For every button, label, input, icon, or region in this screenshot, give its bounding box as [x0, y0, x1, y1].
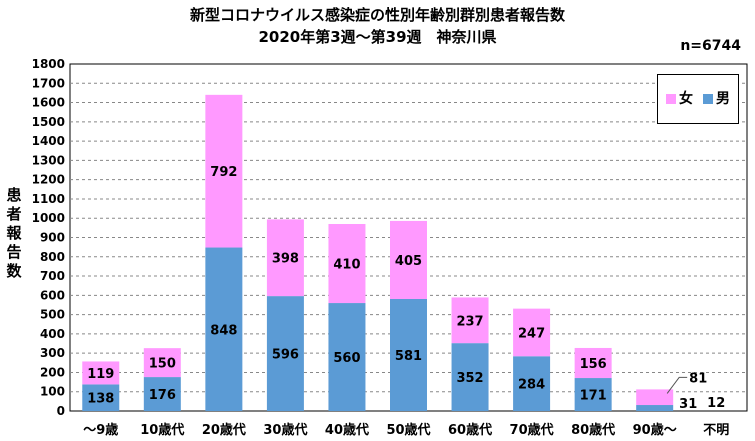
- data-label-male: 31: [679, 397, 697, 412]
- bar-female: [636, 389, 674, 406]
- bar-female: [143, 348, 181, 378]
- x-tick-label: 60歳代: [448, 422, 492, 438]
- y-tick-label: 900: [40, 231, 65, 245]
- y-tick-label: 700: [40, 269, 65, 283]
- chart-title: 新型コロナウイルス感染症の性別年齢別群別患者報告数: [189, 6, 565, 24]
- y-tick-label: 0: [57, 404, 65, 418]
- data-label-female: 81: [689, 371, 707, 386]
- bar-male: [82, 384, 120, 411]
- data-label-female: 792: [210, 165, 237, 180]
- y-axis-label: 患者報告数: [6, 186, 22, 280]
- y-tick-label: 400: [40, 327, 65, 341]
- data-label-female: 410: [333, 258, 360, 273]
- data-label-male: 581: [395, 349, 422, 364]
- data-label-female: 405: [395, 254, 422, 269]
- bar-male: [143, 377, 181, 411]
- y-tick-label: 1700: [32, 76, 65, 90]
- y-tick-label: 500: [40, 308, 65, 322]
- y-tick-label: 1300: [32, 153, 65, 167]
- y-tick-label: 1800: [32, 57, 65, 71]
- bar-female: [205, 94, 243, 248]
- bar-male: [451, 343, 489, 411]
- data-label-male: 138: [87, 392, 114, 407]
- data-label-male: 560: [333, 351, 360, 366]
- legend-swatch-female: [666, 94, 676, 104]
- bar-male: [266, 296, 304, 411]
- bar-male: [636, 405, 674, 411]
- bar-male: [205, 247, 243, 411]
- bar-male: [390, 298, 427, 411]
- data-label-unknown: 12: [707, 396, 725, 411]
- x-tick-label: 30歳代: [263, 422, 307, 438]
- y-tick-label: 800: [40, 250, 65, 264]
- data-label-female: 119: [87, 367, 114, 382]
- data-label-female: 398: [272, 252, 299, 267]
- x-tick-label: 80歳代: [571, 422, 615, 438]
- y-tick-label: 1600: [32, 96, 65, 110]
- y-tick-label: 200: [40, 365, 65, 379]
- bar-male: [574, 378, 612, 411]
- x-tick-label: 10歳代: [140, 422, 184, 438]
- data-label-male: 596: [272, 348, 299, 363]
- legend-label-female: 女: [679, 91, 693, 107]
- y-tick-label: 1200: [32, 173, 65, 187]
- x-tick-label: 〜9歳: [83, 422, 118, 438]
- bar-female: [513, 308, 551, 357]
- bar-female: [574, 347, 612, 379]
- data-label-male: 284: [518, 378, 545, 393]
- bar-male: [513, 356, 551, 411]
- chart-subtitle: 2020年第3週〜第39週 神奈川県: [258, 28, 497, 46]
- y-tick-label: 300: [40, 346, 65, 360]
- data-label-female: 150: [149, 357, 176, 372]
- x-tick-label: 40歳代: [325, 422, 369, 438]
- x-tick-label: 90歳〜: [633, 422, 677, 438]
- leader-line: [666, 376, 688, 394]
- data-label-male: 352: [456, 371, 483, 386]
- bar-female: [266, 219, 304, 297]
- y-tick-label: 1100: [32, 192, 65, 206]
- bar-male: [328, 303, 366, 411]
- sample-size-label: n=6744: [680, 38, 741, 54]
- x-tick-label: 不明: [703, 423, 729, 438]
- bar-female: [328, 224, 366, 304]
- data-label-male: 848: [210, 323, 237, 338]
- legend-label-male: 男: [716, 91, 730, 107]
- y-tick-label: 1000: [32, 211, 65, 225]
- x-tick-label: 20歳代: [202, 422, 246, 438]
- x-tick-label: 50歳代: [386, 422, 430, 438]
- y-tick-label: 1500: [32, 115, 65, 129]
- data-label-female: 156: [580, 357, 607, 372]
- data-label-male: 171: [580, 389, 607, 404]
- bar-female: [82, 361, 120, 385]
- data-label-female: 237: [456, 314, 483, 329]
- x-tick-label: 70歳代: [510, 422, 554, 438]
- data-label-female: 247: [518, 326, 545, 341]
- legend: 女 男: [657, 74, 739, 124]
- y-tick-label: 600: [40, 288, 65, 302]
- bar-female: [390, 220, 427, 299]
- y-tick-label: 1400: [32, 134, 65, 148]
- legend-item-female: 女: [666, 92, 693, 106]
- legend-item-male: 男: [703, 92, 730, 106]
- y-tick-label: 100: [40, 385, 65, 399]
- legend-swatch-male: [703, 94, 713, 104]
- data-label-male: 176: [149, 388, 176, 403]
- bar-female: [451, 297, 489, 344]
